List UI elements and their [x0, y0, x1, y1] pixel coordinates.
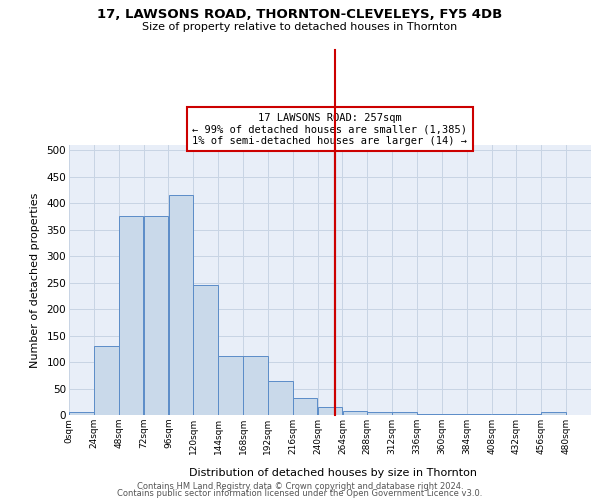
Text: 17 LAWSONS ROAD: 257sqm
← 99% of detached houses are smaller (1,385)
1% of semi-: 17 LAWSONS ROAD: 257sqm ← 99% of detache…	[193, 112, 467, 146]
Text: Distribution of detached houses by size in Thornton: Distribution of detached houses by size …	[189, 468, 477, 477]
Bar	[417, 414, 442, 415]
Bar	[367, 412, 392, 415]
Bar	[94, 346, 119, 415]
Bar	[243, 356, 268, 415]
Bar	[119, 216, 143, 415]
Bar	[442, 414, 467, 415]
Bar	[541, 412, 566, 415]
Text: Size of property relative to detached houses in Thornton: Size of property relative to detached ho…	[142, 22, 458, 32]
Bar	[517, 414, 541, 415]
Bar	[293, 398, 317, 415]
Bar	[467, 414, 491, 415]
Y-axis label: Number of detached properties: Number of detached properties	[29, 192, 40, 368]
Bar	[144, 216, 168, 415]
Bar	[169, 196, 193, 415]
Text: Contains public sector information licensed under the Open Government Licence v3: Contains public sector information licen…	[118, 488, 482, 498]
Bar	[268, 380, 293, 415]
Bar	[218, 356, 243, 415]
Text: 17, LAWSONS ROAD, THORNTON-CLEVELEYS, FY5 4DB: 17, LAWSONS ROAD, THORNTON-CLEVELEYS, FY…	[97, 8, 503, 20]
Bar	[343, 411, 367, 415]
Bar	[193, 286, 218, 415]
Text: Contains HM Land Registry data © Crown copyright and database right 2024.: Contains HM Land Registry data © Crown c…	[137, 482, 463, 491]
Bar	[69, 412, 94, 415]
Bar	[318, 407, 342, 415]
Bar	[392, 412, 417, 415]
Bar	[492, 414, 516, 415]
